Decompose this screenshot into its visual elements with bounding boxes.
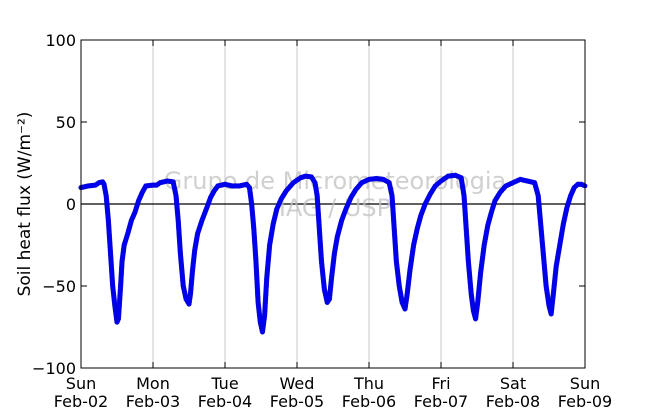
x-tick-label-date: Feb-05: [270, 392, 324, 409]
x-tick-label-date: Feb-07: [414, 392, 468, 409]
x-tick-label-day: Wed: [280, 374, 315, 393]
watermark: Grupo de Micrometeorologia IAG / USP: [164, 167, 506, 222]
x-tick-label-date: Feb-06: [342, 392, 396, 409]
y-tick-label: −50: [42, 277, 76, 296]
x-tick-label-date: Feb-09: [558, 392, 612, 409]
x-tick-label-day: Tue: [210, 374, 238, 393]
x-tick-label-date: Feb-02: [54, 392, 108, 409]
watermark-line-1: Grupo de Micrometeorologia: [164, 167, 506, 195]
x-tick-label-day: Sat: [500, 374, 526, 393]
y-tick-label: −100: [32, 359, 76, 378]
x-tick-label-day: Sun: [570, 374, 600, 393]
watermark-line-2: IAG / USP: [279, 194, 391, 222]
x-tick-label-date: Feb-03: [126, 392, 180, 409]
y-axis-ticks: −100 −50 0 50 100: [32, 31, 585, 378]
x-tick-label-day: Fri: [431, 374, 450, 393]
y-tick-label: 0: [66, 195, 76, 214]
y-axis-label: Soil heat flux (W/m⁻²): [15, 112, 35, 297]
x-axis-ticks: SunFeb-02MonFeb-03TueFeb-04WedFeb-05ThuF…: [54, 40, 612, 409]
x-tick-label-date: Feb-08: [486, 392, 540, 409]
y-tick-label: 50: [56, 113, 76, 132]
x-tick-label-date: Feb-04: [198, 392, 252, 409]
x-tick-label-day: Thu: [353, 374, 384, 393]
x-tick-label-day: Sun: [66, 374, 96, 393]
x-tick-label-day: Mon: [136, 374, 170, 393]
y-tick-label: 100: [45, 31, 76, 50]
data-series: [78, 172, 588, 335]
